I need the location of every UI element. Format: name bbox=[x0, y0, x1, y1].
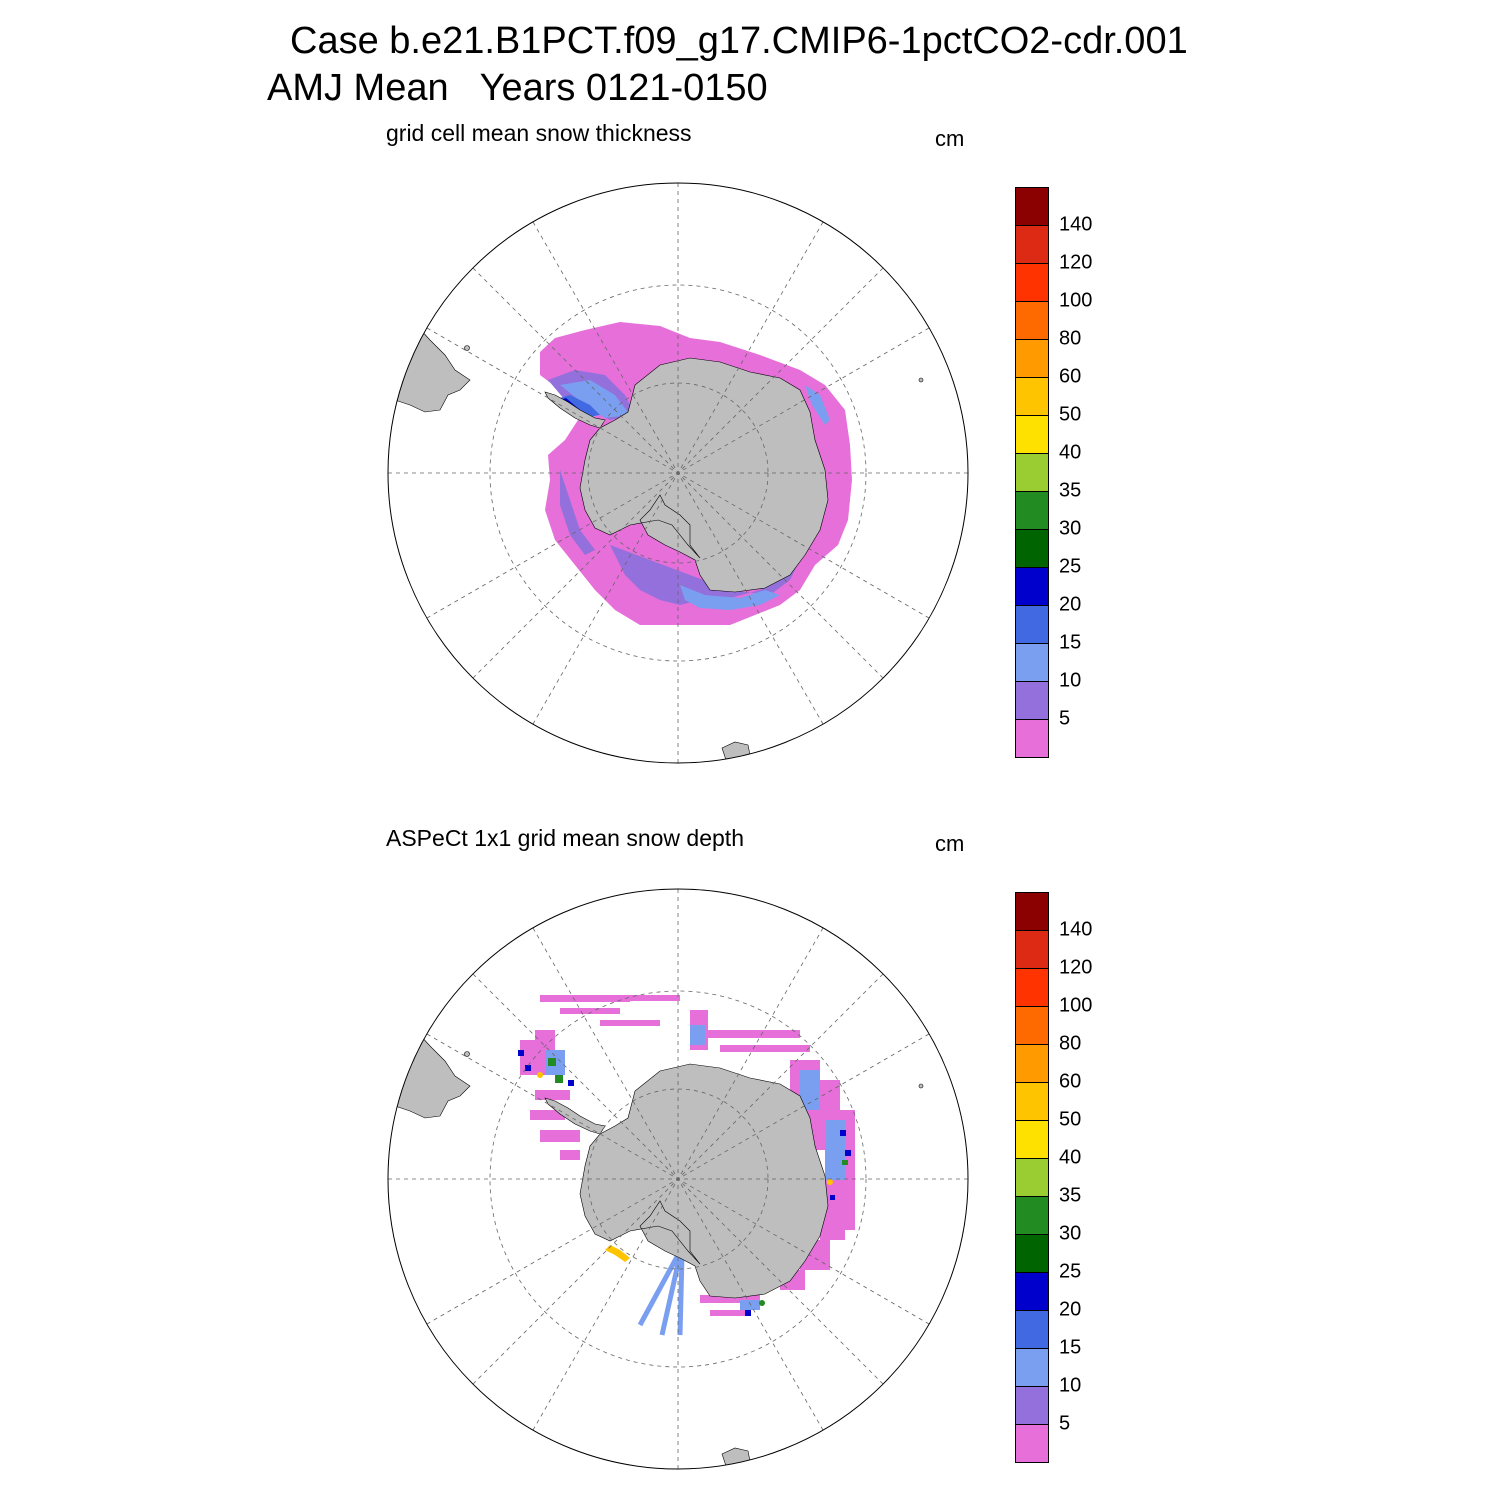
panel2-unit: cm bbox=[935, 831, 965, 856]
panel1-colorbar-tick-label: 60 bbox=[1059, 365, 1082, 388]
panel1-graticule bbox=[388, 183, 968, 763]
panel1-colorbar-swatch bbox=[1015, 187, 1049, 226]
panel2-colorbar-swatch bbox=[1015, 1310, 1049, 1349]
panel2-colorbar-tick-label: 40 bbox=[1059, 1146, 1082, 1169]
panel1-colorbar-tick-label: 40 bbox=[1059, 441, 1082, 464]
panel2-colorbar-tick-label: 100 bbox=[1059, 994, 1093, 1017]
panel1-colorbar-tick-label: 100 bbox=[1059, 289, 1093, 312]
panel1-snow-field-5-10 bbox=[610, 545, 800, 605]
panel2-colorbar-tick-label: 25 bbox=[1059, 1260, 1082, 1283]
panel2-colorbar-tick-label: 30 bbox=[1059, 1222, 1082, 1245]
panel2-colorbar-tick-label: 5 bbox=[1059, 1412, 1071, 1435]
panel1-colorbar-swatch bbox=[1015, 529, 1049, 568]
panel2-colorbar-swatch bbox=[1015, 1006, 1049, 1045]
panel1-colorbar-swatch bbox=[1015, 225, 1049, 264]
panel2-antarctica bbox=[579, 1063, 829, 1299]
panel2-colorbar-tick-label: 10 bbox=[1059, 1374, 1082, 1397]
panel1-map-border bbox=[387, 182, 969, 764]
figure-title-case: Case b.e21.B1PCT.f09_g17.CMIP6-1pctCO2-c… bbox=[290, 20, 1188, 62]
panel2-colorbar-tick-label: 120 bbox=[1059, 956, 1093, 979]
panel1-colorbar-swatch bbox=[1015, 681, 1049, 720]
panel2-map-border bbox=[387, 888, 969, 1470]
panel2-map bbox=[388, 995, 924, 1469]
panel2-antarctic-peninsula bbox=[544, 1097, 606, 1135]
panel1-island-small bbox=[464, 345, 470, 351]
panel1-colorbar-tick-label: 25 bbox=[1059, 555, 1082, 578]
panel1-colorbar-swatch bbox=[1015, 567, 1049, 606]
panel2-colorbar-tick-label: 50 bbox=[1059, 1108, 1082, 1131]
panel2-observation-tracks-green bbox=[548, 1058, 848, 1306]
panel1-colorbar-tick-label: 35 bbox=[1059, 479, 1082, 502]
panel1-colorbar-swatch bbox=[1015, 377, 1049, 416]
panel2-graticule bbox=[388, 889, 968, 1469]
panel2-colorbar-tick-label: 35 bbox=[1059, 1184, 1082, 1207]
panel2-colorbar-tick-label: 60 bbox=[1059, 1070, 1082, 1093]
panel2-observation-tracks-yellow bbox=[537, 1072, 833, 1262]
panel1-colorbar-tick-label: 5 bbox=[1059, 707, 1071, 730]
panel1-snow-field-5-10-c bbox=[560, 470, 595, 555]
panel2-colorbar-tick-label: 140 bbox=[1059, 918, 1093, 941]
panel2-colorbar-tick-label: 20 bbox=[1059, 1298, 1082, 1321]
panel2-island-small-2 bbox=[918, 1083, 924, 1089]
panel1-colorbar-tick-label: 15 bbox=[1059, 631, 1082, 654]
panel1-unit: cm bbox=[935, 126, 965, 151]
panel2-colorbar-tick-label: 15 bbox=[1059, 1336, 1082, 1359]
panel1-snow-field-10-15-b bbox=[560, 380, 630, 418]
panel1-colorbar-swatch bbox=[1015, 301, 1049, 340]
panel1-colorbar-tick-label: 120 bbox=[1059, 251, 1093, 274]
panel1-snow-field-10-15-c bbox=[805, 385, 830, 425]
panel1-colorbar-tick-label: 20 bbox=[1059, 593, 1082, 616]
panel2-title: ASPeCt 1x1 grid mean snow depth bbox=[386, 825, 744, 851]
panel1-snow-field-10-15 bbox=[680, 585, 780, 610]
panel2-ship-tracks bbox=[637, 1253, 685, 1336]
panel2-colorbar: 5 10 15 20 25 30 35 40 50 60 80 100 120 140 bbox=[1015, 892, 1092, 1463]
panel1-colorbar-tick-label: 30 bbox=[1059, 517, 1082, 540]
panel2-colorbar-swatch bbox=[1015, 892, 1049, 931]
panel2-colorbar-swatch bbox=[1015, 968, 1049, 1007]
panel2-observation-tracks-dark bbox=[518, 1050, 851, 1316]
panel2-colorbar-tick-label: 80 bbox=[1059, 1032, 1082, 1055]
panel1-colorbar: 5 10 15 20 25 30 35 40 50 60 80 100 120 140 bbox=[1015, 187, 1092, 758]
panel1-colorbar-swatch bbox=[1015, 339, 1049, 378]
panel1-colorbar-tick-label: 10 bbox=[1059, 669, 1082, 692]
panel1-colorbar-tick-label: 50 bbox=[1059, 403, 1082, 426]
panel1-colorbar-swatch bbox=[1015, 491, 1049, 530]
panel1-colorbar-tick-label: 140 bbox=[1059, 213, 1093, 236]
figure-title-period: AMJ Mean Years 0121-0150 bbox=[267, 67, 768, 109]
panel1-title: grid cell mean snow thickness bbox=[386, 120, 692, 146]
panel1-island-small-2 bbox=[918, 377, 924, 383]
panel2-island-small bbox=[464, 1051, 470, 1057]
panel1-map bbox=[388, 299, 924, 763]
panel1-colorbar-tick-label: 80 bbox=[1059, 327, 1082, 350]
panel1-antarctic-peninsula bbox=[544, 391, 606, 429]
panel1-antarctica bbox=[579, 357, 829, 593]
